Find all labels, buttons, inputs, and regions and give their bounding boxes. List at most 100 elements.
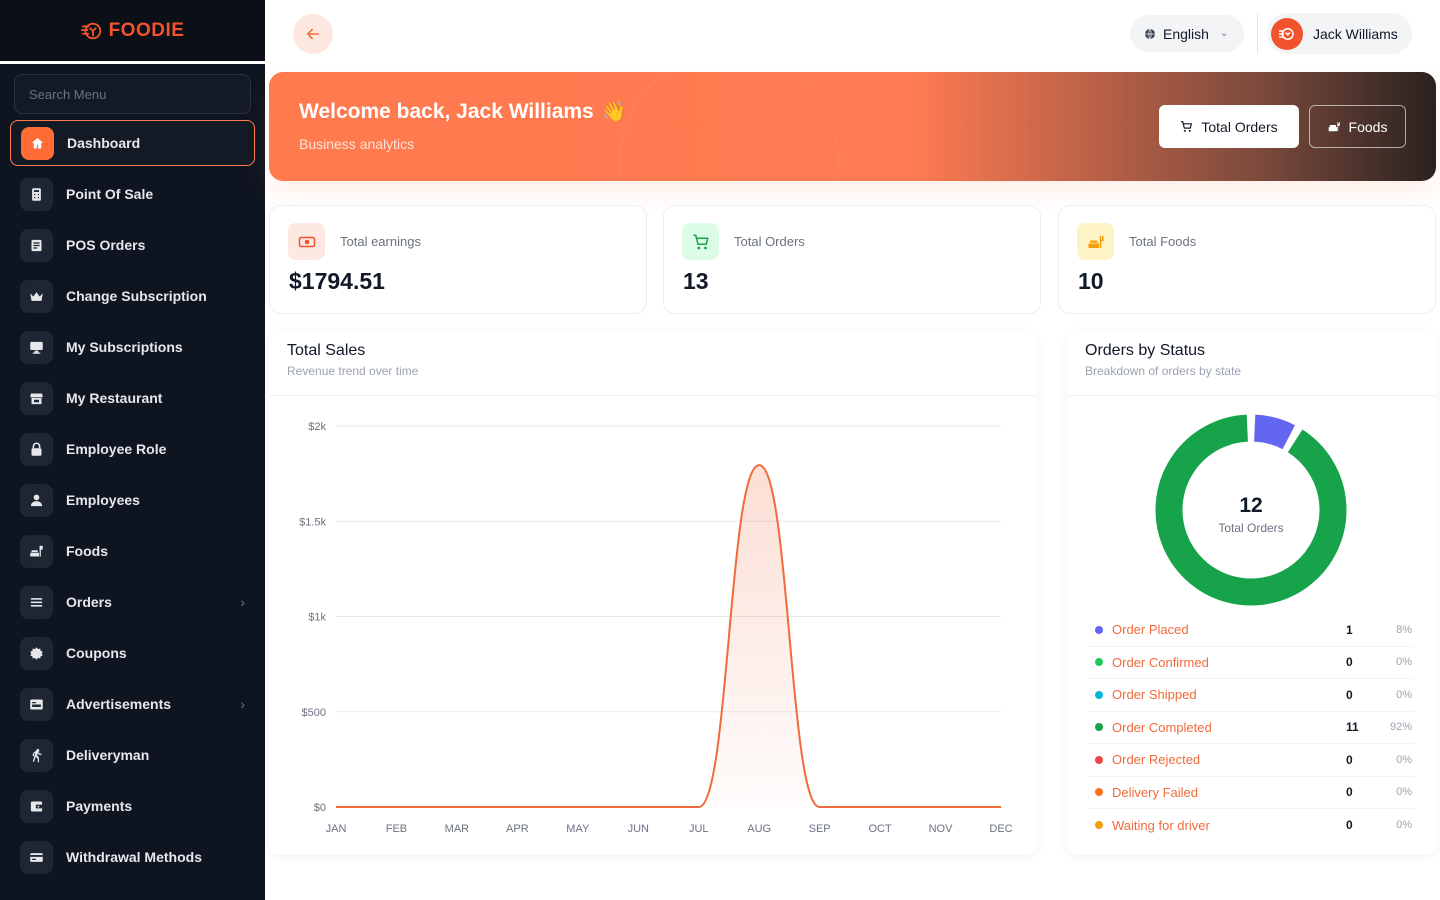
- logo-icon: [80, 22, 101, 39]
- ads-icon: [20, 687, 53, 721]
- sidebar-item-my-restaurant[interactable]: My Restaurant: [10, 375, 255, 421]
- x-tick-label: JUN: [628, 823, 649, 835]
- sidebar-item-payments[interactable]: Payments: [10, 783, 255, 829]
- status-dot: [1095, 788, 1103, 797]
- panel-title: Orders by Status: [1085, 342, 1206, 359]
- sidebar-item-withdrawal-methods[interactable]: Withdrawal Methods: [10, 834, 255, 880]
- status-label: Order Completed: [1112, 719, 1212, 735]
- language-selector[interactable]: English ⌄: [1130, 15, 1245, 52]
- sidebar-item-employees[interactable]: Employees: [10, 477, 255, 523]
- sidebar-item-label: Payments: [66, 798, 133, 814]
- sidebar-item-deliveryman[interactable]: Deliveryman: [10, 732, 255, 778]
- panel-subtitle: Revenue trend over time: [287, 364, 419, 378]
- x-tick-label: JUL: [689, 823, 709, 835]
- calculator-icon: [20, 177, 53, 211]
- arrow-left-icon: [307, 28, 319, 40]
- status-dot: [1095, 723, 1103, 732]
- sidebar-item-coupons[interactable]: Coupons: [10, 630, 255, 676]
- status-percent: 0%: [1396, 656, 1412, 669]
- status-count: 0: [1346, 818, 1353, 833]
- back-button[interactable]: [293, 14, 333, 54]
- language-label: English: [1163, 25, 1209, 42]
- sales-area: [336, 465, 1001, 807]
- user-menu[interactable]: Jack Williams: [1267, 13, 1412, 54]
- brand[interactable]: FOODIE: [0, 0, 265, 64]
- sidebar-item-label: Deliveryman: [66, 747, 150, 763]
- panel-header: Orders by Status Breakdown of orders by …: [1067, 330, 1436, 396]
- sidebar-item-advertisements[interactable]: Advertisements ›: [10, 681, 255, 727]
- brand-name: FOODIE: [108, 19, 185, 41]
- sales-line: [335, 464, 1001, 808]
- sidebar-item-label: Foods: [66, 543, 108, 559]
- welcome-banner: Welcome back, Jack Williams 👋 Business an…: [269, 72, 1436, 181]
- status-row: Waiting for driver 0 0%: [1089, 809, 1414, 842]
- sidebar-menu: Dashboard Point Of Sale POS Orders Change S…: [0, 120, 265, 880]
- sidebar-item-my-subscriptions[interactable]: My Subscriptions: [10, 324, 255, 370]
- welcome-subtitle: Business analytics: [299, 136, 415, 152]
- status-row: Delivery Failed 0 0%: [1089, 777, 1414, 809]
- home-icon: [21, 126, 54, 160]
- y-tick-label: $1.5k: [299, 516, 326, 528]
- sidebar-item-foods[interactable]: Foods: [10, 528, 255, 574]
- sidebar-item-employee-role[interactable]: Employee Role: [10, 426, 255, 472]
- status-row: Order Shipped 0 0%: [1089, 679, 1414, 712]
- sidebar-item-change-subscription[interactable]: Change Subscription: [10, 273, 255, 319]
- panel-title: Total Sales: [287, 342, 366, 359]
- sidebar-item-orders[interactable]: Orders ›: [10, 579, 255, 625]
- wave-emoji: 👋: [601, 101, 627, 123]
- search-menu-input[interactable]: Search Menu: [14, 74, 251, 114]
- total-orders-button[interactable]: Total Orders: [1159, 105, 1299, 148]
- y-tick-label: $2k: [308, 421, 326, 433]
- x-tick-label: NOV: [929, 823, 954, 835]
- status-count: 0: [1346, 785, 1353, 800]
- avatar: [1271, 17, 1303, 50]
- sidebar: FOODIE Search Menu Dashboard Point Of Sal…: [0, 0, 265, 900]
- x-tick-label: DEC: [989, 823, 1012, 835]
- food-icon: [1077, 223, 1114, 260]
- foods-button[interactable]: Foods: [1309, 105, 1406, 148]
- money-icon: [288, 223, 325, 260]
- x-tick-label: SEP: [809, 823, 831, 835]
- stat-label: Total earnings: [340, 234, 421, 249]
- sidebar-item-point-of-sale[interactable]: Point Of Sale: [10, 171, 255, 217]
- crown-icon: [20, 279, 53, 313]
- welcome-text: Welcome back, Jack Williams: [299, 100, 594, 123]
- sidebar-item-dashboard[interactable]: Dashboard: [10, 120, 255, 166]
- food-icon: [1328, 122, 1340, 132]
- sidebar-item-label: Change Subscription: [66, 288, 207, 304]
- sidebar-item-label: Orders: [66, 594, 112, 610]
- receipt-icon: [20, 228, 53, 262]
- sidebar-item-pos-orders[interactable]: POS Orders: [10, 222, 255, 268]
- status-label: Waiting for driver: [1112, 817, 1210, 833]
- x-tick-label: AUG: [747, 823, 771, 835]
- panel-header: Total Sales Revenue trend over time: [269, 330, 1037, 396]
- stat-label: Total Foods: [1129, 234, 1197, 249]
- chevron-right-icon: ›: [240, 696, 245, 712]
- orders-status-panel: Orders by Status Breakdown of orders by …: [1067, 330, 1436, 855]
- sidebar-item-label: Dashboard: [67, 135, 141, 151]
- food-icon: [20, 534, 53, 568]
- monitor-icon: [20, 330, 53, 364]
- sidebar-item-label: My Restaurant: [66, 390, 163, 406]
- status-label: Delivery Failed: [1112, 784, 1198, 800]
- status-label: Order Rejected: [1112, 752, 1201, 768]
- user-name: Jack Williams: [1313, 25, 1398, 42]
- total-orders-button-label: Total Orders: [1201, 118, 1278, 135]
- card-icon: [20, 840, 53, 874]
- sidebar-item-label: Withdrawal Methods: [66, 849, 202, 865]
- status-percent: 8%: [1396, 623, 1412, 636]
- donut-center-value: 12: [1239, 494, 1262, 517]
- runner-icon: [20, 738, 53, 772]
- status-percent: 92%: [1389, 721, 1412, 734]
- status-count: 0: [1346, 655, 1353, 670]
- status-count: 0: [1346, 752, 1353, 767]
- sidebar-item-label: Employees: [66, 492, 140, 508]
- cart-icon: [682, 223, 719, 260]
- status-count: 0: [1346, 687, 1353, 702]
- status-dot: [1095, 690, 1103, 699]
- y-tick-label: $0: [314, 802, 326, 814]
- status-percent: 0%: [1396, 753, 1412, 766]
- status-row: Order Placed 1 8%: [1089, 614, 1414, 647]
- coupon-icon: [20, 636, 53, 670]
- status-label: Order Placed: [1112, 622, 1189, 638]
